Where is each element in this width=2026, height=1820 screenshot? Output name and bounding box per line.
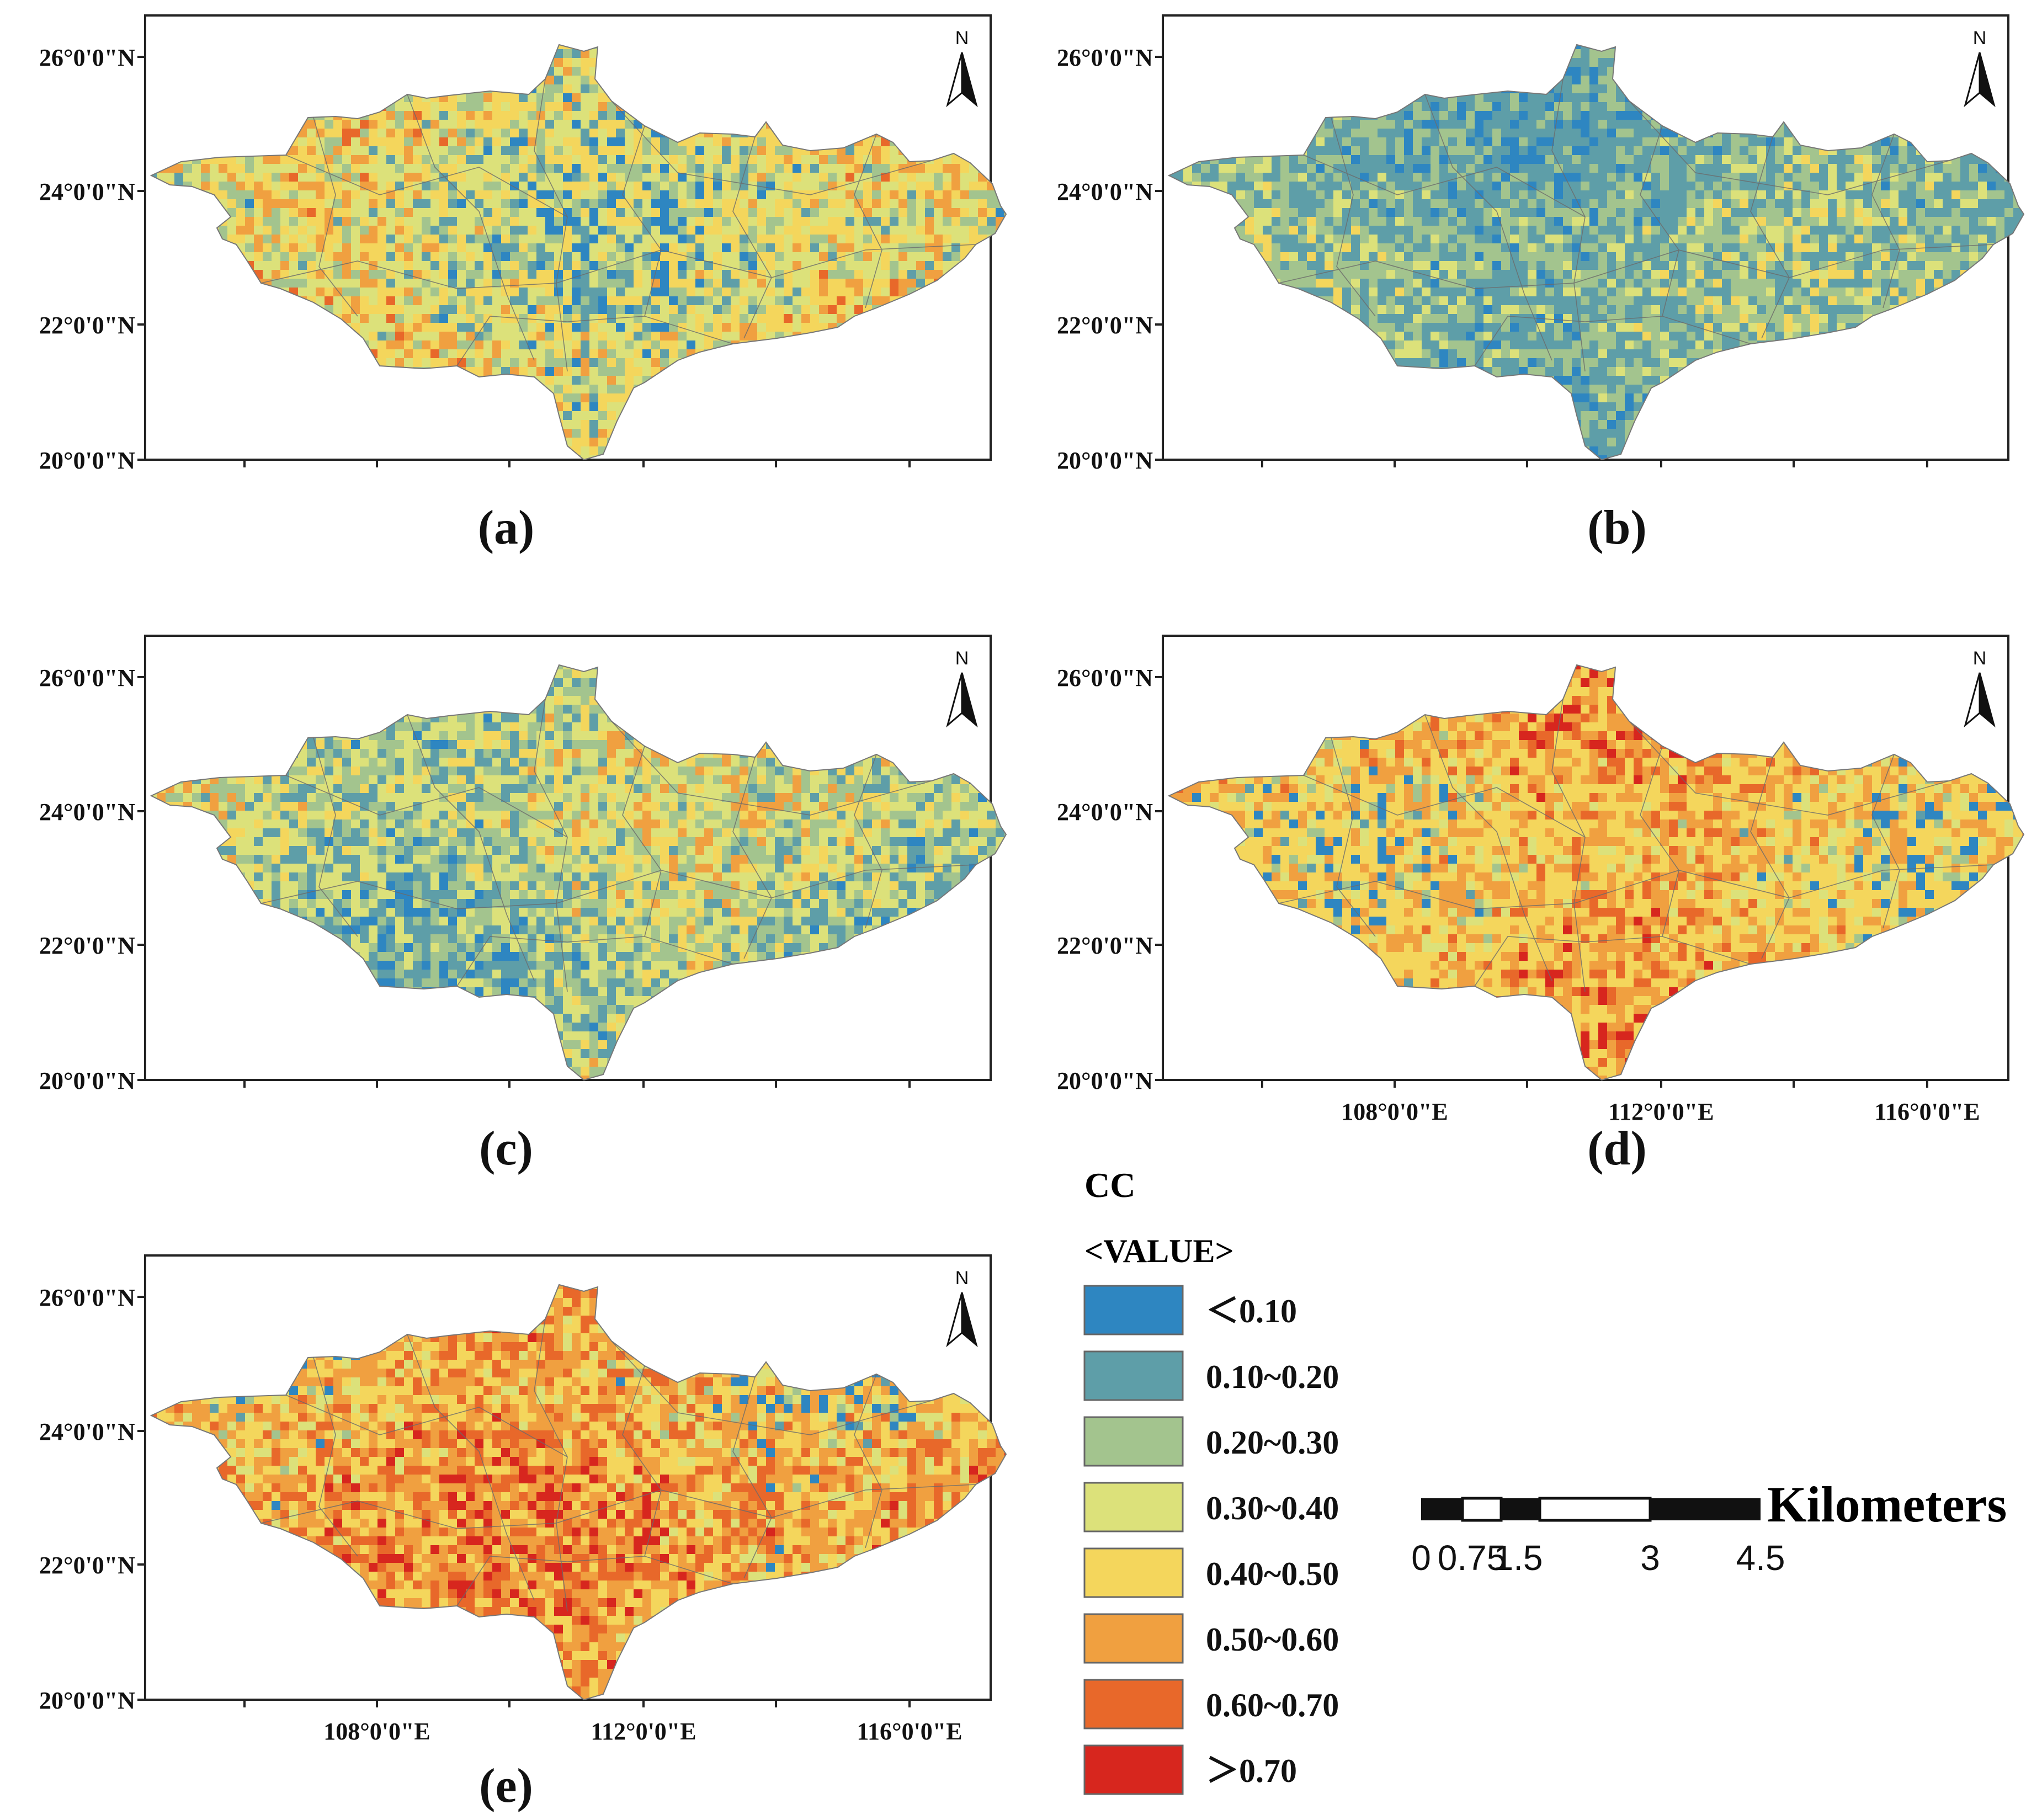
scale-tick-label: 0 bbox=[1411, 1538, 1431, 1578]
legend-label: 0.50~0.60 bbox=[1206, 1621, 1339, 1658]
panel-caption: (b) bbox=[1587, 501, 1647, 555]
legend-item: 0.60~0.70 bbox=[1083, 1679, 1339, 1729]
scale-bar-segment bbox=[1461, 1497, 1503, 1522]
legend-swatch bbox=[1083, 1350, 1184, 1401]
legend-label: 0.40~0.50 bbox=[1206, 1556, 1339, 1592]
lat-label: 24°0'0"N bbox=[39, 799, 135, 826]
map-panels: 26°0'0"N24°0'0"N22°0'0"N20°0'0"NN(a)26°0… bbox=[39, 14, 2024, 1813]
scale-tick-label: 3 bbox=[1640, 1538, 1660, 1578]
legend-item: 0.50~0.60 bbox=[1083, 1613, 1339, 1664]
county-boundaries bbox=[1278, 78, 1994, 372]
lat-label: 20°0'0"N bbox=[1057, 447, 1153, 474]
legend-label: ＞0.70 bbox=[1206, 1753, 1297, 1789]
scale-bar-unit: Kilometers bbox=[1767, 1476, 2007, 1532]
legend-item: 0.30~0.40 bbox=[1083, 1482, 1339, 1532]
north-arrow-label: N bbox=[955, 1268, 969, 1289]
lat-label: 24°0'0"N bbox=[1057, 178, 1153, 205]
county-boundaries bbox=[260, 78, 976, 372]
scale-tick-label: 1.5 bbox=[1494, 1538, 1543, 1578]
legend: CC <VALUE> ＜0.10 0.10~0.20 0.20~0.30 0.30~0… bbox=[1083, 1166, 1339, 1795]
legend-swatch bbox=[1083, 1679, 1184, 1729]
lat-label: 26°0'0"N bbox=[39, 1284, 135, 1311]
map-panel-a: 26°0'0"N 24°0'0"N 22°0'0"N 20°0'0"N N (a) bbox=[39, 14, 1007, 555]
lat-label: 22°0'0"N bbox=[39, 1552, 135, 1579]
north-arrow-icon bbox=[961, 1292, 978, 1348]
map-panel-d: 26°0'0"N 24°0'0"N 22°0'0"N 20°0'0"N 108°0'0"… bbox=[1057, 635, 2024, 1175]
map-panel-c: 26°0'0"N 24°0'0"N 22°0'0"N 20°0'0"N N (c) bbox=[39, 635, 1007, 1175]
lon-label: 116°0'0"E bbox=[1874, 1098, 1980, 1125]
lon-label: 108°0'0"E bbox=[1341, 1098, 1448, 1125]
lat-label: 24°0'0"N bbox=[1057, 799, 1153, 826]
legend-label: 0.10~0.20 bbox=[1206, 1359, 1339, 1395]
lat-label: 22°0'0"N bbox=[1057, 932, 1153, 959]
legend-label: 0.20~0.30 bbox=[1206, 1424, 1339, 1461]
legend-item: ＜0.10 bbox=[1083, 1285, 1297, 1335]
lat-label: 26°0'0"N bbox=[39, 44, 135, 71]
scale-tick-label: 4.5 bbox=[1736, 1538, 1785, 1578]
north-arrow-label: N bbox=[955, 28, 969, 49]
panel-caption: (d) bbox=[1587, 1122, 1647, 1175]
legend-items: ＜0.10 0.10~0.20 0.20~0.30 0.30~0.40 0.40~0.5… bbox=[1083, 1285, 1339, 1795]
north-arrow-icon bbox=[961, 52, 978, 108]
legend-label: 0.30~0.40 bbox=[1206, 1490, 1339, 1526]
north-arrow-icon bbox=[1979, 672, 1996, 728]
scale-bar: Kilometers 0 0.75 1.5 3 4.5 bbox=[1411, 1476, 2007, 1578]
lat-label: 20°0'0"N bbox=[39, 1687, 135, 1714]
scale-bar-segment bbox=[1501, 1498, 1540, 1520]
scale-bar-segment bbox=[1650, 1498, 1761, 1520]
lon-label: 112°0'0"E bbox=[591, 1718, 696, 1745]
county-boundaries bbox=[260, 699, 976, 992]
north-arrow: N bbox=[1964, 28, 1996, 108]
north-arrow-label: N bbox=[1973, 648, 1987, 669]
legend-item: 0.20~0.30 bbox=[1083, 1416, 1339, 1467]
map-panel-b: 26°0'0"N 24°0'0"N 22°0'0"N 20°0'0"N N (b) bbox=[1057, 14, 2024, 555]
panel-caption: (a) bbox=[478, 501, 535, 555]
county-boundaries bbox=[260, 1318, 976, 1612]
panel-caption: (c) bbox=[479, 1122, 533, 1175]
scale-tick-label: 0.75 bbox=[1438, 1538, 1507, 1578]
north-arrow-icon bbox=[1979, 52, 1996, 108]
scale-bar-segment bbox=[1421, 1498, 1463, 1520]
legend-item: 0.40~0.50 bbox=[1083, 1547, 1339, 1598]
legend-label: 0.60~0.70 bbox=[1206, 1687, 1339, 1723]
lat-label: 24°0'0"N bbox=[39, 178, 135, 205]
legend-swatch bbox=[1083, 1613, 1184, 1664]
north-arrow-label: N bbox=[955, 648, 969, 669]
lat-label: 24°0'0"N bbox=[39, 1418, 135, 1445]
lat-label: 22°0'0"N bbox=[39, 312, 135, 339]
lat-label: 20°0'0"N bbox=[39, 1067, 135, 1094]
legend-label: ＜0.10 bbox=[1206, 1293, 1297, 1329]
lon-label: 112°0'0"E bbox=[1608, 1098, 1714, 1125]
legend-swatch bbox=[1083, 1744, 1184, 1795]
north-arrow-label: N bbox=[1973, 28, 1987, 49]
lat-label: 22°0'0"N bbox=[1057, 312, 1153, 339]
county-boundaries bbox=[1278, 699, 1994, 992]
legend-swatch bbox=[1083, 1416, 1184, 1467]
scale-bar-segment bbox=[1538, 1497, 1652, 1522]
legend-title: CC bbox=[1084, 1166, 1135, 1205]
legend-item: ＞0.70 bbox=[1083, 1744, 1297, 1795]
north-arrow: N bbox=[946, 28, 978, 108]
north-arrow: N bbox=[1964, 648, 1996, 728]
legend-item: 0.10~0.20 bbox=[1083, 1350, 1339, 1401]
north-arrow-icon bbox=[961, 672, 978, 728]
lat-label: 20°0'0"N bbox=[1057, 1067, 1153, 1094]
lon-label: 116°0'0"E bbox=[857, 1718, 962, 1745]
panel-caption: (e) bbox=[479, 1759, 533, 1813]
legend-swatch bbox=[1083, 1547, 1184, 1598]
legend-swatch bbox=[1083, 1482, 1184, 1532]
north-arrow: N bbox=[946, 648, 978, 728]
legend-swatch bbox=[1083, 1285, 1184, 1335]
lon-label: 108°0'0"E bbox=[323, 1718, 430, 1745]
lat-label: 22°0'0"N bbox=[39, 932, 135, 959]
lat-label: 26°0'0"N bbox=[1057, 664, 1153, 691]
legend-subtitle: <VALUE> bbox=[1084, 1233, 1234, 1269]
north-arrow: N bbox=[946, 1268, 978, 1348]
map-panel-e: 26°0'0"N 24°0'0"N 22°0'0"N 20°0'0"N 108°0'0"… bbox=[39, 1254, 1007, 1813]
lat-label: 26°0'0"N bbox=[39, 664, 135, 691]
lat-label: 26°0'0"N bbox=[1057, 44, 1153, 71]
lat-label: 20°0'0"N bbox=[39, 447, 135, 474]
